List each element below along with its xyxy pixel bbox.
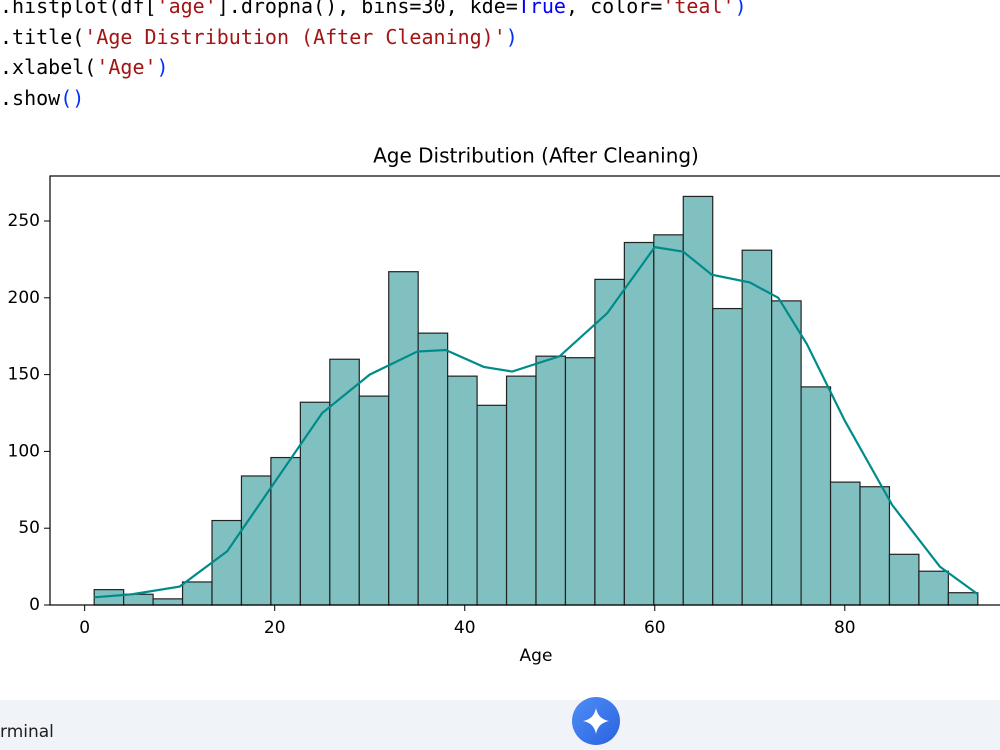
- histogram-bar: [388, 271, 419, 606]
- code-token: ): [505, 24, 518, 49]
- x-tick-label: 60: [644, 618, 666, 638]
- bottom-panel: [0, 700, 1000, 750]
- y-tick-label: 150: [8, 365, 40, 385]
- histogram-bar: [859, 486, 891, 606]
- histogram-bar: [299, 401, 331, 606]
- code-token: .show: [0, 85, 61, 110]
- histogram-bar: [123, 593, 154, 606]
- histogram-bar: [476, 404, 508, 606]
- histogram-bar: [211, 519, 243, 606]
- y-tick-label: 0: [29, 595, 40, 615]
- code-token: 'teal': [662, 0, 735, 18]
- code-token: 30: [421, 0, 446, 18]
- histogram-bar: [741, 249, 773, 606]
- x-tick-label: 40: [454, 618, 476, 638]
- code-token: .histplot(df[: [0, 0, 157, 18]
- y-tick-label: 250: [8, 211, 40, 231]
- histogram-bar: [447, 375, 478, 606]
- histogram-bar: [947, 592, 979, 606]
- code-line: .title('Age Distribution (After Cleaning…: [0, 22, 747, 53]
- code-line: .histplot(df['age'].dropna(), bins=30, k…: [0, 0, 747, 22]
- axes-frame: [49, 175, 1000, 606]
- histogram-bar: [888, 553, 920, 606]
- code-line: .xlabel('Age'): [0, 52, 747, 83]
- code-token: 'Age': [96, 55, 157, 79]
- kde-line: [94, 245, 979, 599]
- histogram-bar: [564, 357, 596, 606]
- histogram-bar: [829, 481, 861, 606]
- code-token: 'age': [156, 0, 217, 18]
- y-tick-label: 200: [8, 288, 40, 308]
- code-token: .xlabel(: [0, 55, 97, 79]
- histogram-bar: [505, 375, 537, 606]
- chart-title: Age Distribution (After Cleaning): [373, 144, 699, 168]
- code-token: ].dropna(), bins=: [216, 0, 422, 18]
- chart: Age Distribution (After Cleaning) Age 0 5…: [8, 144, 1000, 666]
- histogram-bar: [623, 241, 655, 606]
- code-token: 'Age Distribution (After Cleaning)': [84, 24, 506, 49]
- code-token: ): [156, 55, 169, 79]
- code-token: , color=: [565, 0, 663, 18]
- histogram-bar: [682, 195, 714, 606]
- code-cell: .histplot(df['age'].dropna(), bins=30, k…: [0, 0, 747, 113]
- histogram-bar: [653, 234, 684, 606]
- histogram-bar: [800, 386, 832, 606]
- sparkle-icon: [583, 708, 609, 734]
- histogram-bar: [918, 570, 949, 606]
- code-token: , kde=: [445, 0, 518, 18]
- histogram-bar: [594, 278, 625, 606]
- code-token: (): [60, 85, 85, 110]
- code-token: ): [734, 0, 747, 18]
- assistant-button[interactable]: [571, 696, 621, 746]
- code-token: True: [517, 0, 566, 18]
- histogram-bar: [712, 307, 743, 606]
- plot: 0 50 100 150 200 250 0 20 40 60 80: [8, 175, 1000, 638]
- histogram-bar: [535, 355, 567, 606]
- x-axis-label: Age: [520, 646, 553, 666]
- y-tick-label: 100: [8, 441, 40, 461]
- histogram-bar: [771, 300, 802, 606]
- histogram-bar: [329, 358, 360, 606]
- histogram-bar: [181, 581, 213, 606]
- code-line: .show(): [0, 83, 747, 114]
- x-tick-label: 20: [264, 618, 286, 638]
- code-token: .title(: [0, 24, 85, 49]
- x-tick-label: 0: [79, 618, 90, 638]
- histogram-bar: [152, 598, 184, 606]
- histogram-bar: [417, 332, 449, 606]
- histogram-bar: [358, 395, 390, 606]
- x-tick-label: 80: [834, 618, 856, 638]
- terminal-tab[interactable]: rminal: [0, 722, 54, 742]
- y-tick-label: 50: [18, 518, 40, 538]
